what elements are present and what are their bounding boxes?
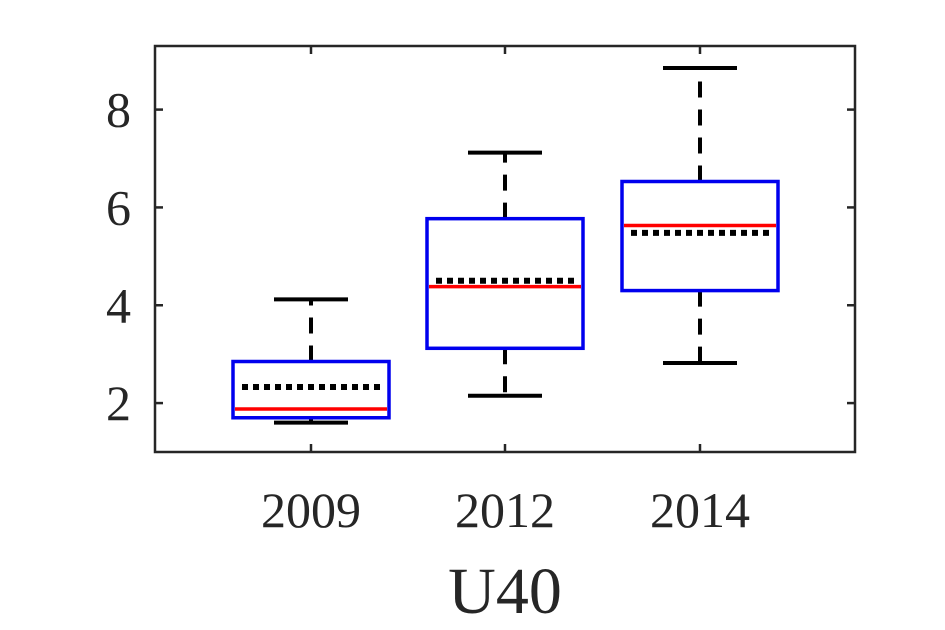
y-tick-label: 6	[106, 179, 131, 235]
chart-marks	[231, 66, 780, 425]
box-group-2009	[231, 297, 391, 425]
x-tick-label: 2012	[455, 482, 555, 538]
iqr-box	[620, 179, 780, 293]
x-tick-label: 2009	[261, 482, 361, 538]
box-group-2012	[425, 150, 585, 398]
x-axis-title: U40	[448, 555, 562, 628]
y-axis: 2 4 6 8	[106, 82, 855, 431]
x-tick-label: 2014	[650, 482, 750, 538]
y-tick-label: 2	[106, 375, 131, 431]
x-axis: 2009 2012 2014	[261, 46, 750, 538]
y-tick-label: 8	[106, 82, 131, 138]
box-group-2014	[620, 66, 780, 365]
y-tick-label: 4	[106, 277, 131, 333]
